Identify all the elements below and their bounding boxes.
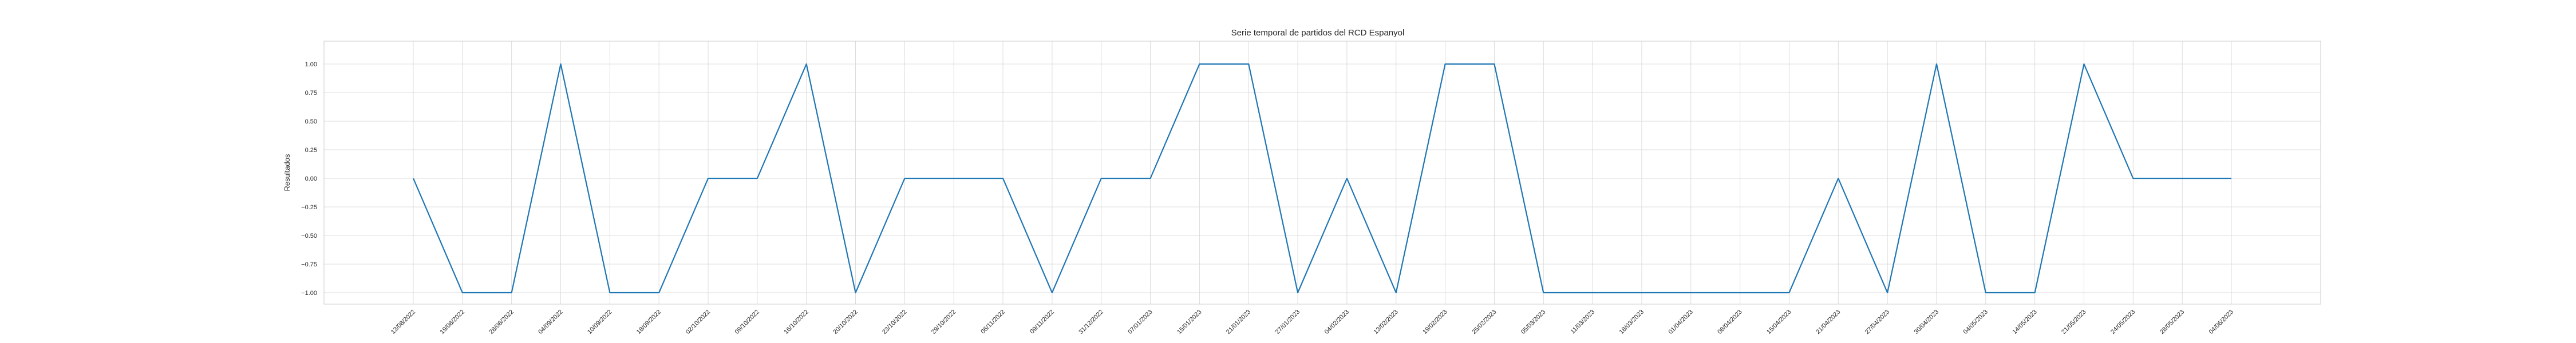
y-axis-ticks: −1.00 −0.75 −0.50 −0.25 0.00 0.25 0.50 0.75 1.00: [301, 61, 317, 297]
y-tick-label: −0.75: [301, 261, 317, 268]
y-tick-label: −0.25: [301, 204, 317, 211]
y-tick-label: 0.00: [305, 176, 317, 182]
y-tick-label: 1.00: [305, 61, 317, 68]
y-axis-label: Resultados: [283, 154, 291, 192]
y-tick-label: 0.75: [305, 90, 317, 97]
y-tick-label: −0.50: [301, 233, 317, 240]
series-line: [412, 63, 2231, 294]
plot-area-frame: [323, 41, 2321, 305]
chart-title: Serie temporal de partidos del RCD Espan…: [1231, 28, 1405, 38]
y-tick-label: 0.25: [305, 147, 317, 154]
y-tick-label: 0.50: [305, 118, 317, 125]
x-gridlines: [413, 41, 2232, 304]
y-tick-label: −1.00: [301, 290, 317, 297]
